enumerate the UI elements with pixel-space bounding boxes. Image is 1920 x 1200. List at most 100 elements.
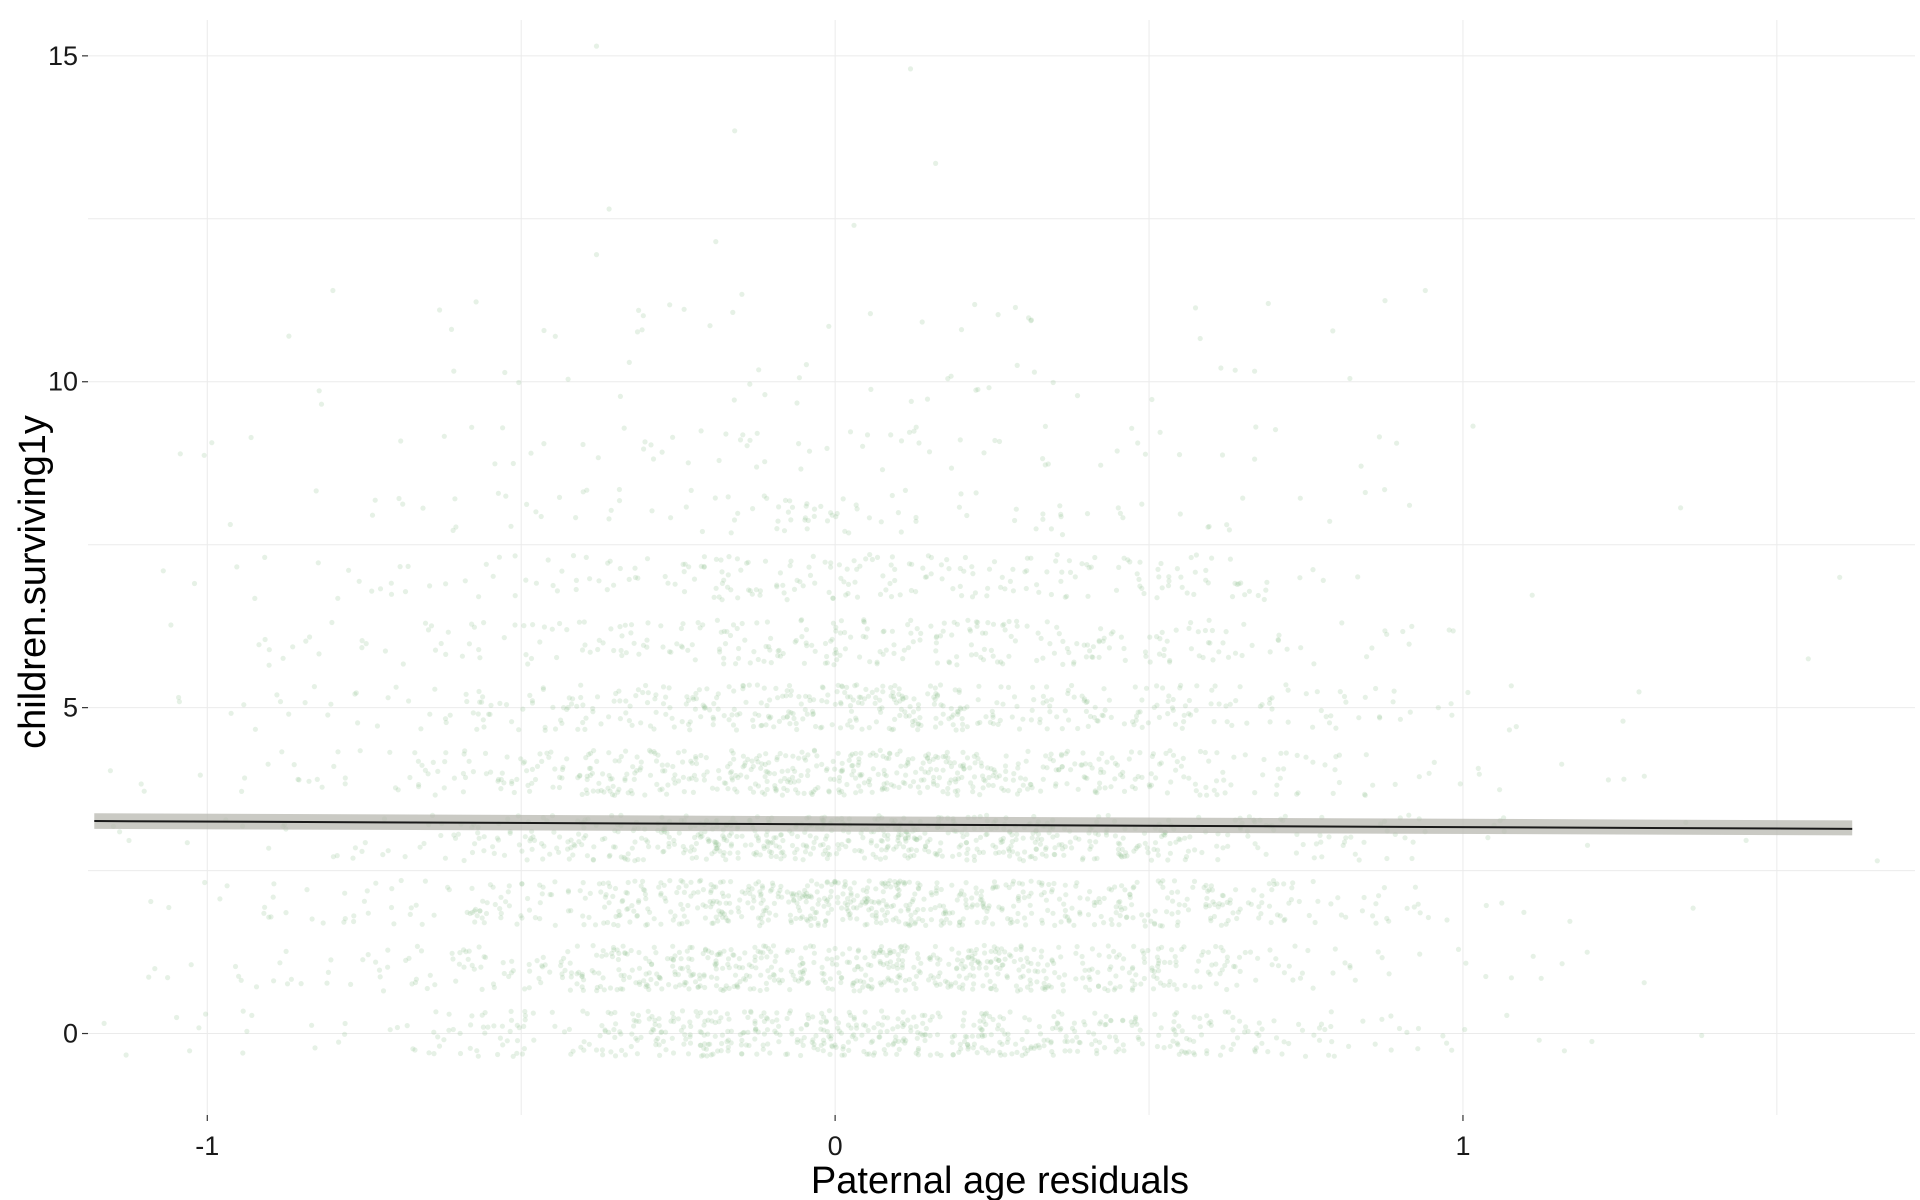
data-point: [799, 894, 805, 900]
data-point: [1133, 972, 1139, 978]
data-point: [495, 490, 501, 496]
data-point: [899, 962, 906, 968]
data-point: [700, 902, 706, 908]
data-point: [498, 894, 504, 900]
data-point: [715, 918, 721, 924]
data-point: [1056, 974, 1062, 980]
data-point: [803, 757, 809, 763]
data-point: [1837, 574, 1843, 580]
data-point: [877, 1034, 883, 1040]
data-point: [643, 982, 650, 988]
data-point: [975, 386, 981, 393]
data-point: [342, 916, 348, 922]
data-point: [834, 962, 840, 968]
data-point: [933, 715, 939, 721]
data-point: [1098, 913, 1104, 920]
data-point: [750, 894, 757, 900]
data-point: [950, 853, 956, 859]
data-point: [675, 750, 682, 756]
data-point: [868, 386, 874, 392]
data-point: [800, 583, 806, 589]
data-point: [729, 775, 735, 781]
data-point: [1163, 750, 1169, 757]
data-point: [620, 897, 626, 904]
x-axis-ticks: -1 0 1: [195, 1115, 1470, 1161]
data-point: [1256, 1020, 1262, 1026]
data-point: [731, 952, 737, 958]
data-point: [972, 950, 978, 957]
data-point: [790, 711, 796, 717]
data-point: [564, 627, 570, 633]
data-point: [602, 904, 608, 910]
data-point: [561, 1029, 568, 1035]
data-point: [710, 722, 716, 728]
data-point: [590, 705, 596, 712]
data-point: [858, 750, 864, 756]
data-point: [804, 526, 810, 532]
data-point: [1142, 923, 1148, 929]
data-point: [788, 558, 794, 564]
data-point: [672, 772, 678, 778]
data-point: [1343, 835, 1349, 841]
data-point: [1135, 440, 1141, 446]
data-point: [600, 1052, 606, 1058]
data-point: [1237, 968, 1243, 975]
data-point: [1054, 1020, 1060, 1026]
data-point: [579, 791, 585, 798]
data-point: [480, 717, 486, 723]
data-point: [954, 957, 961, 963]
data-point: [914, 626, 920, 632]
data-point: [1154, 1043, 1160, 1050]
data-point: [1011, 771, 1017, 777]
data-point: [1059, 764, 1065, 770]
data-point: [828, 564, 834, 570]
data-point: [530, 1010, 536, 1016]
data-point: [542, 724, 548, 730]
data-point: [860, 633, 866, 640]
data-point: [266, 845, 272, 851]
data-point: [798, 975, 804, 981]
data-point: [532, 776, 539, 783]
data-point: [614, 947, 620, 953]
data-point: [609, 776, 615, 782]
data-point: [1042, 462, 1048, 468]
data-point: [805, 1012, 811, 1018]
data-point: [952, 776, 958, 782]
data-point: [1209, 687, 1215, 693]
data-point: [662, 1029, 669, 1035]
data-point: [1053, 558, 1059, 564]
data-point: [995, 721, 1001, 728]
data-point: [1219, 902, 1226, 908]
data-point: [627, 703, 633, 709]
data-point: [1259, 1040, 1265, 1046]
data-point: [636, 898, 642, 904]
data-point: [1263, 851, 1269, 857]
data-point: [1252, 841, 1258, 847]
data-point: [1000, 701, 1006, 707]
data-point: [673, 984, 679, 990]
data-point: [950, 1052, 956, 1058]
data-point: [994, 884, 1000, 890]
data-point: [698, 1029, 705, 1035]
data-point: [964, 1034, 970, 1040]
data-point: [835, 682, 841, 688]
data-point: [669, 1035, 675, 1041]
data-point: [581, 1039, 587, 1045]
data-point: [771, 724, 777, 730]
data-point: [999, 907, 1005, 913]
data-point: [895, 834, 901, 841]
data-point: [1169, 911, 1175, 917]
data-point: [1002, 1052, 1008, 1058]
data-point: [967, 972, 973, 978]
data-point: [935, 1010, 941, 1016]
data-point: [1121, 1048, 1127, 1054]
data-point: [854, 893, 860, 899]
data-point: [1038, 635, 1044, 642]
data-point: [842, 879, 848, 885]
data-point: [1002, 627, 1008, 633]
data-point: [777, 887, 783, 894]
data-point: [709, 785, 716, 791]
data-point: [361, 898, 367, 904]
data-point: [271, 978, 277, 984]
data-point: [580, 489, 586, 495]
